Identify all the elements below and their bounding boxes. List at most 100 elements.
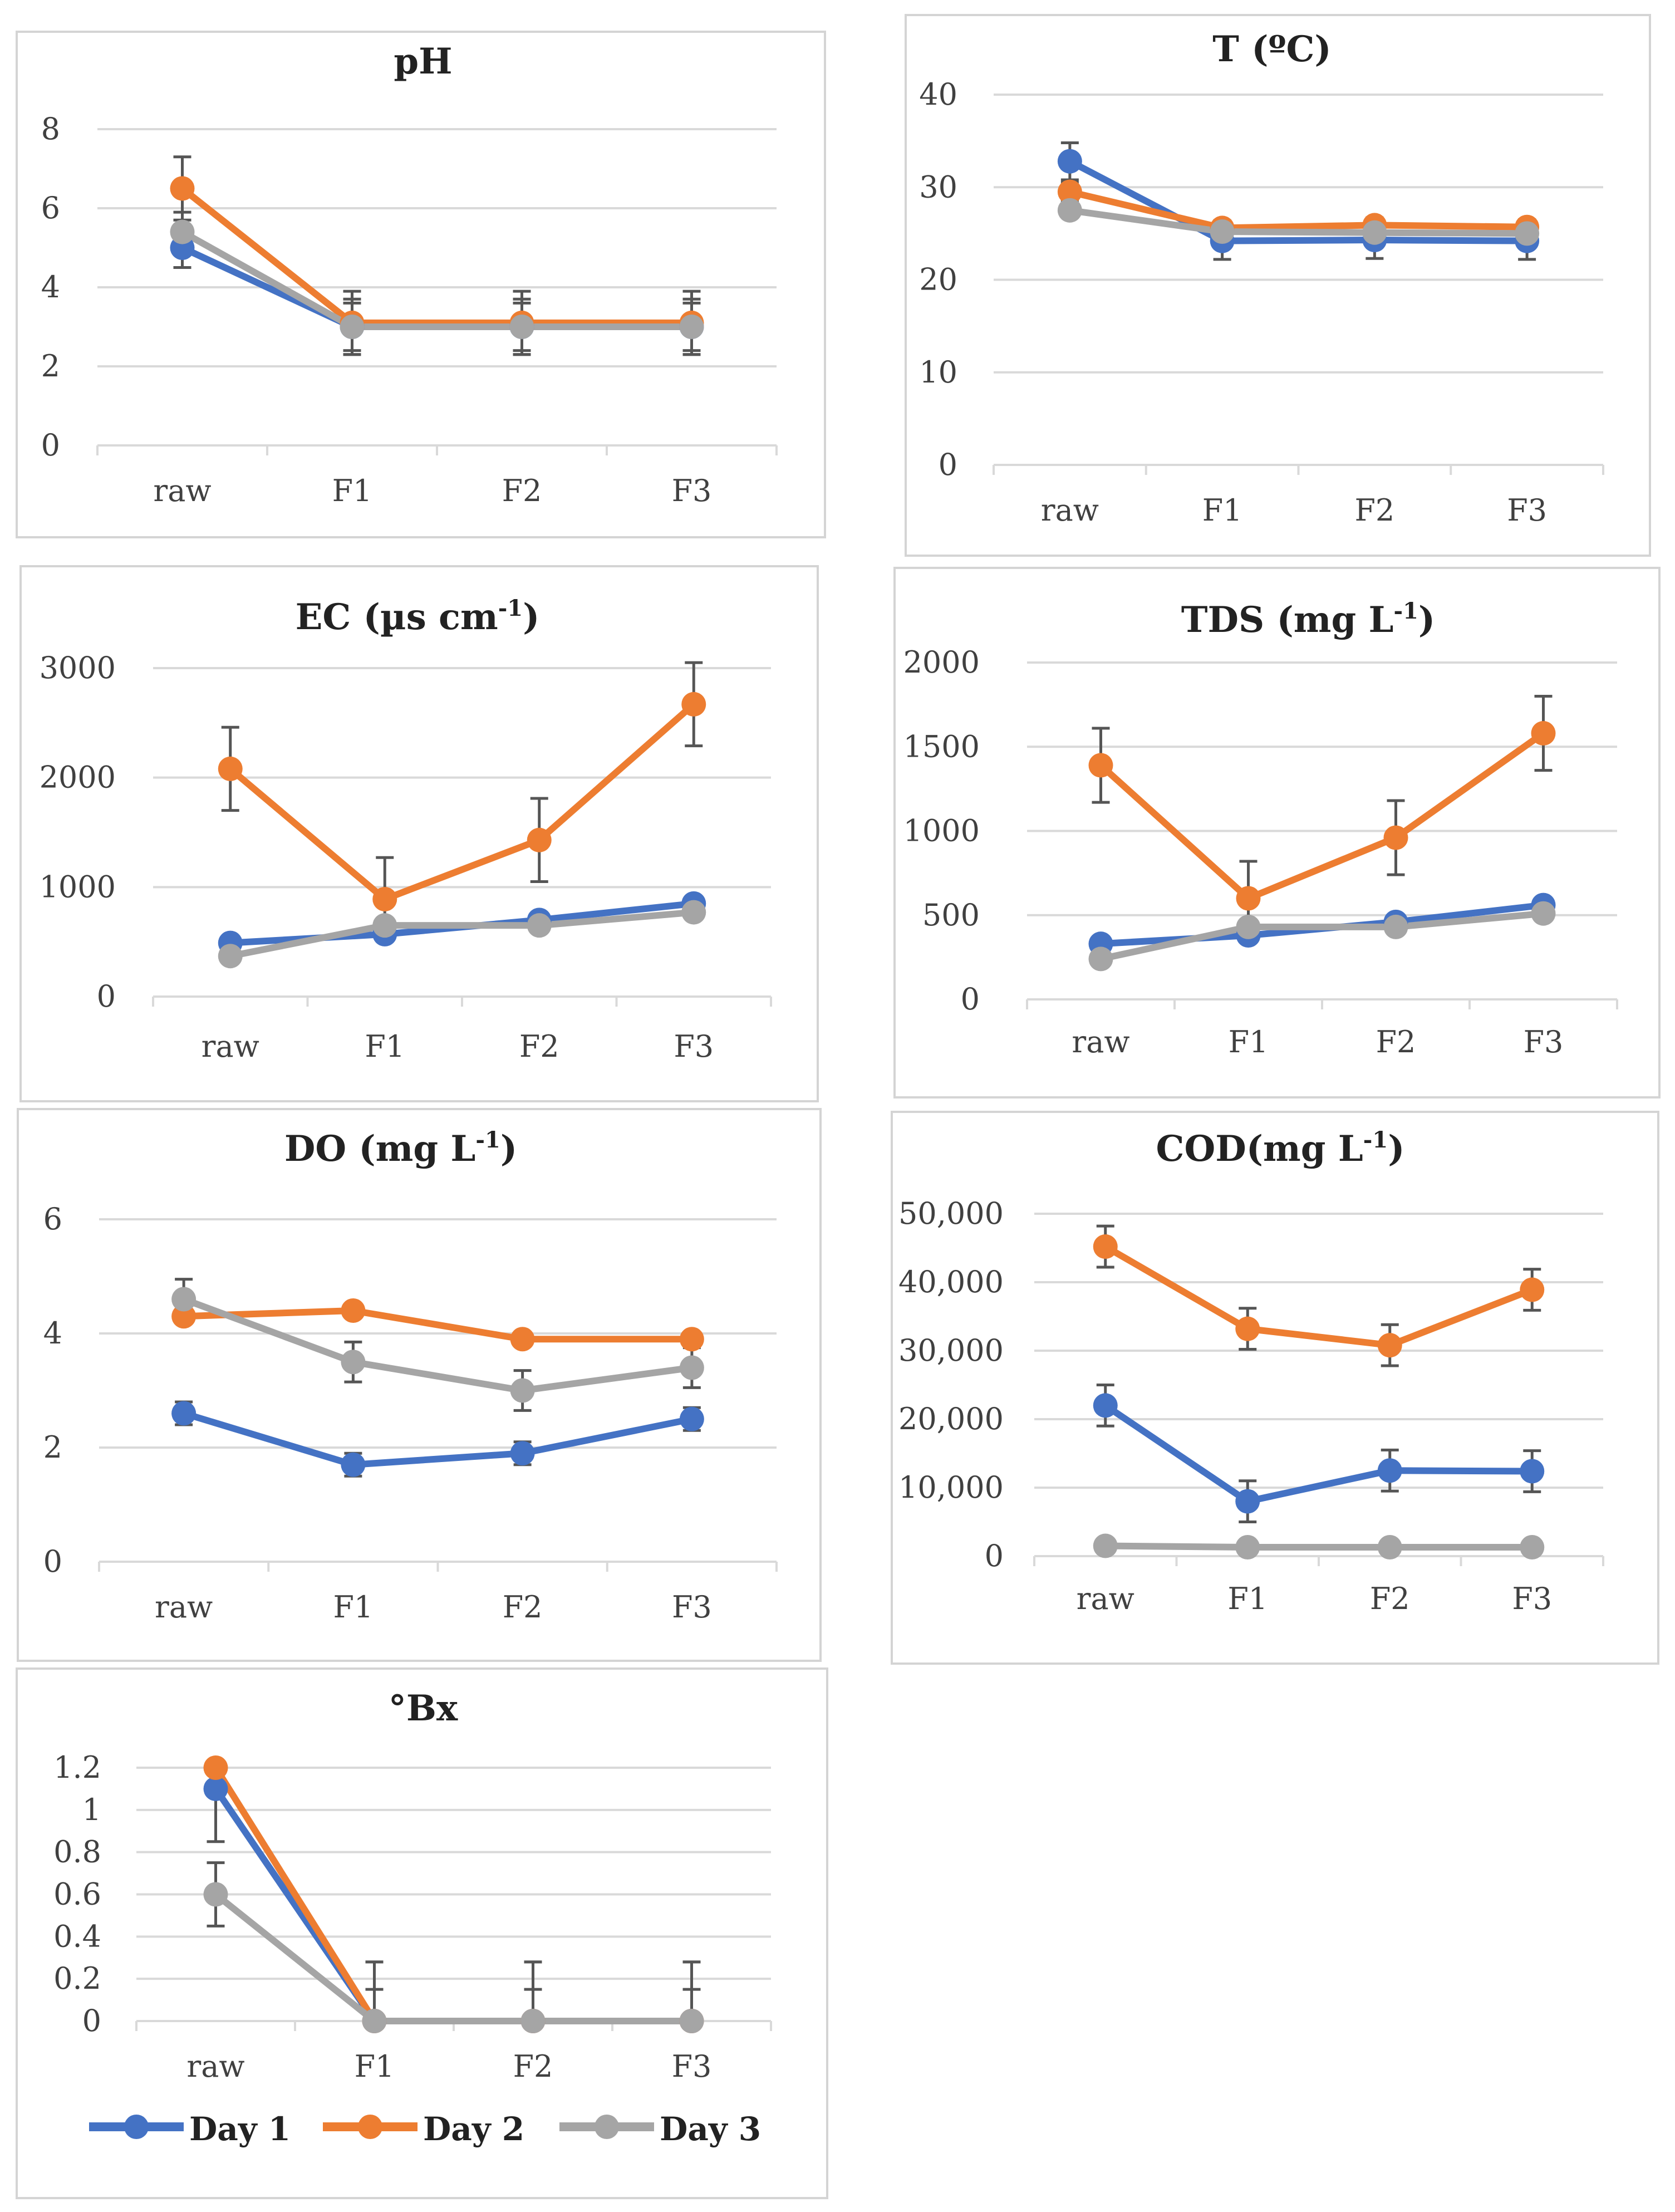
y-tick-label: 3000	[40, 650, 116, 685]
data-point	[1383, 914, 1408, 939]
data-point	[1093, 1234, 1118, 1259]
y-tick-label: 0.8	[53, 1835, 101, 1870]
y-tick-label: 4	[41, 269, 60, 305]
x-tick-label: F3	[672, 473, 712, 508]
series-line	[227, 909, 697, 960]
chart-title-end: )	[500, 1128, 517, 1170]
data-point	[218, 756, 243, 781]
legend-swatch-day3	[559, 2115, 654, 2139]
legend-swatch-day2	[323, 2115, 417, 2139]
x-tick-label: raw	[1041, 493, 1099, 528]
y-tick-label: 1000	[40, 869, 116, 904]
data-point	[1531, 901, 1556, 926]
chart-title-tds: TDS (mg L-1)	[1181, 598, 1435, 641]
chart-tds: TDS (mg L-1) 0 500 1000 1500 2000 raw F1 F2 F3	[903, 598, 1618, 1060]
series-line	[1102, 1542, 1536, 1551]
panel-do	[17, 1108, 822, 1662]
x-tick-label: F1	[365, 1029, 405, 1064]
chart-title-sup: -1	[1393, 598, 1418, 624]
data-point	[1088, 946, 1113, 972]
y-tick-label: 10,000	[898, 1470, 1004, 1505]
data-point	[1236, 886, 1261, 911]
data-point	[520, 2009, 546, 2033]
legend-item-day3: Day 3	[559, 2099, 771, 2155]
chart-title-sup: -1	[1363, 1127, 1388, 1153]
data-point	[1377, 1535, 1402, 1560]
y-tick-label: 40	[919, 77, 957, 112]
data-point	[171, 1287, 197, 1312]
x-tick-label: raw	[186, 2049, 244, 2084]
data-point	[510, 1378, 535, 1403]
chart-title-sup: -1	[475, 1127, 500, 1153]
series-line	[212, 1785, 695, 2024]
chart-title-sup: -1	[498, 595, 523, 621]
y-tick-label: 0	[939, 447, 957, 482]
x-tick-label: F2	[1376, 1024, 1416, 1060]
data-point	[341, 1350, 366, 1375]
x-tick-label: F2	[1370, 1581, 1410, 1616]
legend-label-day1: Day 1	[189, 2110, 291, 2148]
y-tick-label: 0	[41, 428, 60, 463]
x-tick-label: F1	[355, 2049, 395, 2084]
panel-tds	[893, 567, 1661, 1098]
x-tick-label: F2	[503, 1590, 543, 1625]
data-point	[679, 1355, 704, 1380]
x-tick-label: F1	[1202, 493, 1242, 528]
chart-title-ph: pH	[394, 41, 452, 82]
x-tick-label: F1	[332, 473, 372, 508]
legend-item-day1: Day 1	[89, 2099, 301, 2155]
data-point	[1235, 1535, 1260, 1560]
chart-title-cod: COD(mg L-1)	[1156, 1127, 1405, 1170]
y-tick-label: 0.2	[53, 1961, 101, 1996]
data-point	[1088, 753, 1113, 778]
data-point	[1093, 1393, 1118, 1418]
y-tick-label: 0.6	[53, 1877, 101, 1912]
data-point	[170, 219, 195, 244]
data-point	[1235, 1489, 1260, 1514]
data-point	[527, 913, 552, 938]
x-tick-label: F2	[513, 2049, 553, 2084]
y-tick-label: 1500	[903, 729, 980, 764]
series-line	[179, 185, 695, 326]
panel-brix	[16, 1667, 828, 2199]
chart-do: DO (mg L-1) 0 2 4 6 raw F1 F2 F3	[43, 1127, 778, 1625]
data-point	[1383, 825, 1408, 850]
data-point	[510, 1441, 535, 1466]
data-point	[1377, 1333, 1402, 1358]
chart-title-end: )	[523, 596, 539, 638]
data-point	[372, 913, 397, 938]
y-tick-label: 8	[41, 111, 60, 146]
legend-swatch-day1	[89, 2115, 184, 2139]
series-line	[180, 1410, 695, 1468]
series-line	[212, 1891, 695, 2024]
series-line	[1066, 158, 1531, 244]
x-tick-label: F1	[333, 1590, 373, 1625]
data-point	[679, 1406, 704, 1431]
y-tick-label: 30	[919, 169, 957, 204]
chart-temp: T (ºC) 0 10 20 30 40 raw F1 F2 F3	[919, 28, 1604, 528]
data-point	[527, 827, 552, 852]
legend-label-day2: Day 2	[423, 2110, 525, 2148]
y-tick-label: 0	[97, 979, 116, 1014]
y-tick-label: 20,000	[898, 1401, 1004, 1436]
y-tick-label: 0	[985, 1538, 1004, 1573]
series-line	[1097, 730, 1547, 902]
x-tick-label: raw	[153, 473, 211, 508]
data-point	[1520, 1535, 1545, 1560]
data-point	[681, 900, 706, 925]
y-tick-label: 2	[41, 349, 60, 384]
series-line	[180, 1307, 695, 1343]
data-point	[1057, 179, 1082, 204]
y-tick-label: 1	[82, 1792, 101, 1827]
x-tick-label: F3	[1512, 1581, 1552, 1616]
chart-title-do: DO (mg L-1)	[284, 1127, 517, 1170]
data-point	[679, 315, 704, 339]
y-tick-label: 40,000	[898, 1264, 1004, 1299]
data-point	[1057, 149, 1082, 174]
data-point	[1531, 721, 1556, 746]
panel-temp	[905, 14, 1651, 557]
data-point	[170, 176, 195, 201]
y-tick-label: 30,000	[898, 1333, 1004, 1368]
data-point	[681, 691, 706, 717]
x-tick-label: F3	[1524, 1024, 1564, 1060]
